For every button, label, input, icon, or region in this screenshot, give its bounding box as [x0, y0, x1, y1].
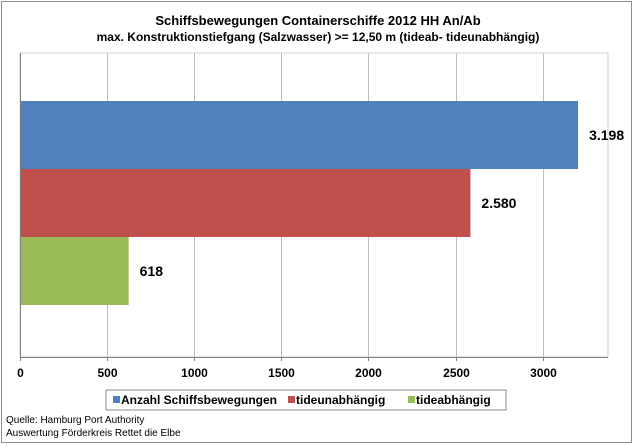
chart-title: Schiffsbewegungen Containerschiffe 2012 … [155, 13, 480, 28]
x-tick-label: 1500 [268, 366, 295, 380]
x-tick-label: 2500 [443, 366, 470, 380]
legend-swatch-0 [113, 396, 120, 403]
bar-0 [21, 101, 579, 169]
x-tick-label: 1000 [181, 366, 208, 380]
x-axis: 0 500 1000 1500 2000 2500 3000 [17, 53, 608, 380]
legend-label-2: tideabhängig [416, 393, 491, 407]
data-label-2: 618 [140, 263, 164, 279]
source-line-1: Quelle: Hamburg Port Authority [6, 415, 145, 426]
data-label-1: 2.580 [481, 195, 516, 211]
bars: 3.198 2.580 618 [21, 101, 624, 305]
legend-label-1: tideunabhängig [296, 393, 385, 407]
bar-2 [21, 237, 129, 305]
legend: Anzahl Schiffsbewegungen tideunabhängig ti… [105, 389, 507, 411]
legend-swatch-2 [408, 396, 415, 403]
x-tick-label: 2000 [355, 366, 382, 380]
legend-box [105, 389, 507, 411]
legend-swatch-1 [288, 396, 295, 403]
data-label-0: 3.198 [589, 127, 624, 143]
x-tick-label: 0 [17, 366, 24, 380]
chart-subtitle: max. Konstruktionstiefgang (Salzwasser) … [97, 30, 540, 44]
x-tick-label: 3000 [530, 366, 557, 380]
bar-1 [21, 169, 471, 237]
legend-label-0: Anzahl Schiffsbewegungen [121, 393, 277, 407]
source-line-2: Auswertung Förderkreis Rettet die Elbe [6, 428, 181, 439]
x-tick-label: 500 [97, 366, 117, 380]
